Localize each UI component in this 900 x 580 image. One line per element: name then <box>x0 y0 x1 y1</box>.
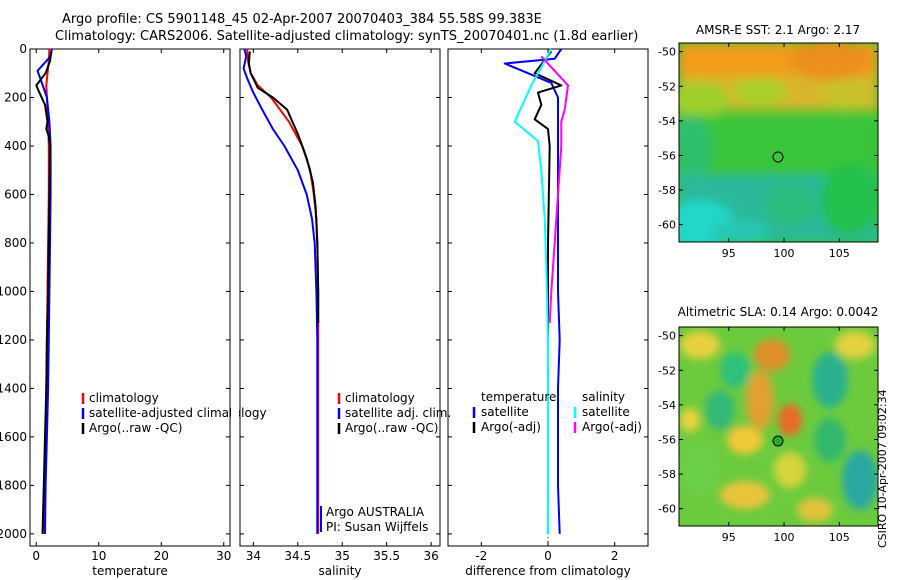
difference-legend-salinity-header: salinity <box>582 390 625 404</box>
temperature-series-satellite-adjusted-climatology <box>36 48 53 534</box>
depth-tick-label: 1200 <box>0 333 27 347</box>
sla-map-ytick-label: -60 <box>658 503 676 516</box>
float-institution: Argo AUSTRALIA <box>326 505 425 519</box>
difference-xtick-label: 0 <box>544 549 552 563</box>
difference-legend-entry: satellite <box>582 405 630 419</box>
difference-legend-entry: Argo(-adj) <box>481 420 541 434</box>
difference-legend-temperature-header: temperature <box>481 390 556 404</box>
temperature-plot: 0 10 20 30 0 200 400 600 800 1000 1200 1400 1600 1800… <box>0 42 231 578</box>
depth-tick-label: 400 <box>4 139 27 153</box>
temperature-xlabel: temperature <box>92 564 167 578</box>
sst-map-ytick-label: -58 <box>658 184 676 197</box>
sst-map-title: AMSR-E SST: 2.1 Argo: 2.17 <box>696 23 860 37</box>
sst-map-axes: -50 -52 -54 -56 -58 -60 95 100 105 <box>658 43 878 260</box>
sla-map-ytick-label: -52 <box>658 364 676 377</box>
temperature-xtick-label: 0 <box>32 549 40 563</box>
sst-map: AMSR-E SST: 2.1 Argo: 2.17 <box>678 23 879 243</box>
temperature-xtick-label: 10 <box>91 549 106 563</box>
depth-tick-label: 1600 <box>0 430 27 444</box>
sst-map-xtick-label: 105 <box>829 247 850 260</box>
figure-title-line1: Argo profile: CS 5901148_45 02-Apr-2007 … <box>62 12 542 27</box>
sla-heatmap-field <box>680 331 878 522</box>
sla-map-ytick-label: -58 <box>658 468 676 481</box>
sla-map-ytick-label: -50 <box>658 330 676 343</box>
difference-xtick-label: 2 <box>611 549 619 563</box>
difference-legend-entry: satellite <box>481 405 529 419</box>
difference-legend-entry: Argo(-adj) <box>582 420 642 434</box>
sst-map-ytick-label: -52 <box>658 80 676 93</box>
temperature-legend-entry: Argo(..raw -QC) <box>89 421 182 435</box>
sst-argo-marker <box>772 151 784 163</box>
salinity-plot: 34 34.5 35 35.5 36 salinity <box>239 48 441 578</box>
temperature-xtick-label: 20 <box>154 549 169 563</box>
sla-map-xtick-label: 95 <box>722 531 736 544</box>
temperature-legend-entry: climatology <box>89 391 159 405</box>
depth-tick-label: 800 <box>4 236 27 250</box>
depth-tick-label: 2000 <box>0 527 27 541</box>
salinity-axes-frame <box>239 48 441 547</box>
sla-argo-marker <box>772 435 784 447</box>
float-pi: PI: Susan Wijffels <box>326 520 428 534</box>
salinity-series-climatology <box>246 48 320 534</box>
difference-xtick-label: -2 <box>475 549 487 563</box>
salinity-xtick-label: 34.5 <box>284 549 311 563</box>
depth-tick-label: 1000 <box>0 284 27 298</box>
depth-tick-label: 1400 <box>0 381 27 395</box>
salinity-legend-entry: satellite adj. clim. <box>345 406 451 420</box>
temperature-axes-frame <box>29 48 231 547</box>
difference-series-salinity-argo-adj- <box>540 55 569 324</box>
sla-map-title: Altimetric SLA: 0.14 Argo: 0.0042 <box>678 305 879 319</box>
salinity-series-argo-raw-qc- <box>247 51 320 323</box>
sla-map-ytick-label: -54 <box>658 399 676 412</box>
difference-series-salinity-satellite <box>513 48 553 534</box>
salinity-xlabel: salinity <box>318 564 361 578</box>
temperature-series-argo-raw-qc- <box>35 51 53 534</box>
sst-map-ytick-label: -50 <box>658 46 676 59</box>
salinity-xtick-label: 35 <box>335 549 350 563</box>
figure-title-line2: Climatology: CARS2006. Satellite-adjuste… <box>55 29 639 44</box>
sst-map-ytick-label: -54 <box>658 115 676 128</box>
depth-tick-label: 600 <box>4 187 27 201</box>
salinity-legend-entry: climatology <box>345 391 415 405</box>
sla-map-xtick-label: 105 <box>829 531 850 544</box>
difference-xlabel: difference from climatology <box>465 564 631 578</box>
depth-tick-label: 200 <box>4 90 27 104</box>
difference-series-temperature-satellite <box>503 48 563 534</box>
sst-map-ytick-label: -56 <box>658 149 676 162</box>
legend-clip-mask <box>231 390 239 430</box>
sst-map-ytick-label: -60 <box>658 219 676 232</box>
depth-tick-label: 1800 <box>0 478 27 492</box>
salinity-legend-entry: Argo(..raw -QC) <box>345 421 438 435</box>
sst-map-xtick-label: 100 <box>774 247 795 260</box>
sst-heatmap-field <box>679 43 878 242</box>
difference-legend: temperature salinitysatelliteArgo(-adj)sa… <box>472 390 642 434</box>
temperature-legend-entry: satellite-adjusted climatology <box>89 406 267 420</box>
difference-series-temperature-argo-adj- <box>533 50 563 534</box>
salinity-xtick-label: 34 <box>246 549 261 563</box>
sla-map-axes: -50 -52 -54 -56 -58 -60 95 100 105 <box>658 327 878 544</box>
salinity-xtick-label: 35.5 <box>373 549 400 563</box>
sla-map-ytick-label: -56 <box>658 433 676 446</box>
sla-map: Altimetric SLA: 0.14 Argo: 0.0042 <box>678 305 879 527</box>
salinity-series-satellite-adj-clim- <box>242 48 319 534</box>
sst-map-xtick-label: 95 <box>722 247 736 260</box>
credit-timestamp: CSIRO 10-Apr-2007 09:02:34 <box>876 389 889 548</box>
salinity-xtick-label: 36 <box>423 549 438 563</box>
depth-tick-label: 0 <box>19 42 27 56</box>
sla-map-xtick-label: 100 <box>774 531 795 544</box>
temperature-xtick-label: 30 <box>216 549 231 563</box>
